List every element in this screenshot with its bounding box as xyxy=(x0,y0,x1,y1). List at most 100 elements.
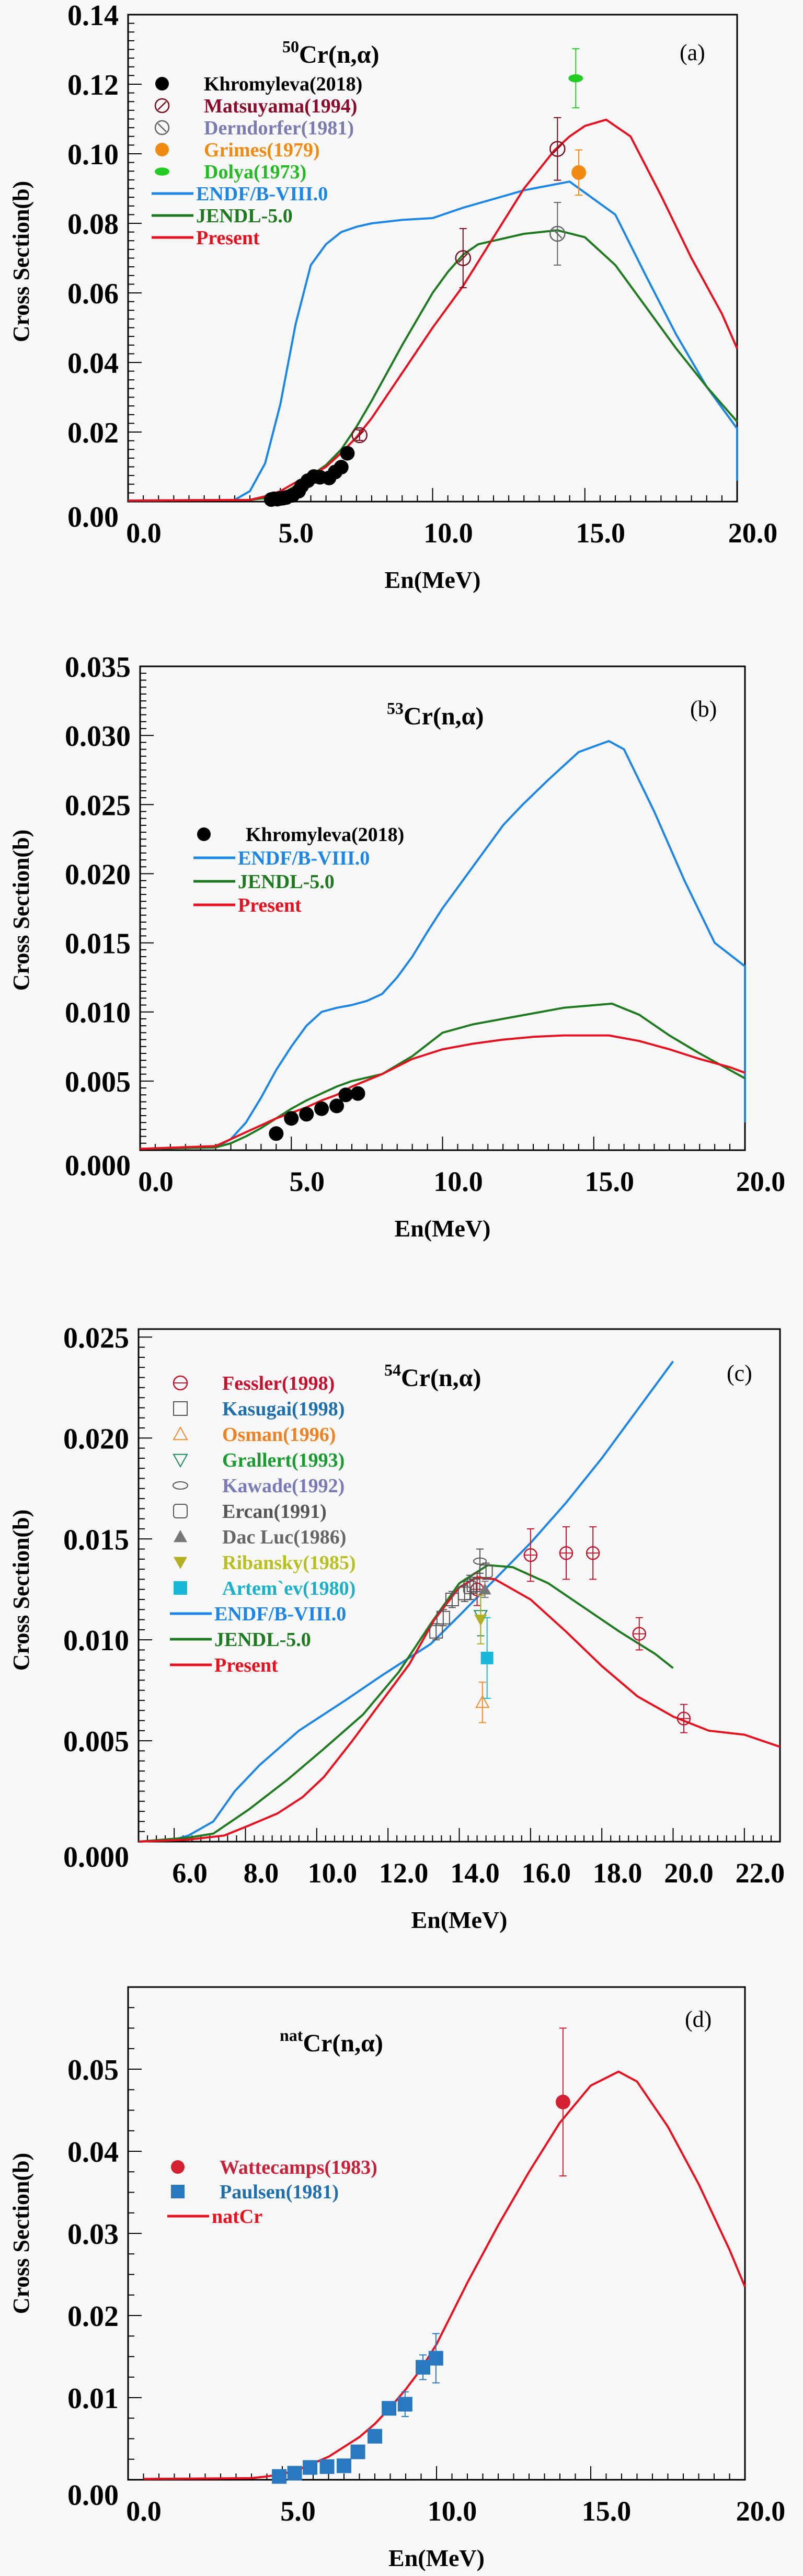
legend-label: Osman(1996) xyxy=(222,1424,336,1446)
legend-marker-swatch xyxy=(174,1557,187,1569)
legend-marker-swatch xyxy=(155,77,169,90)
reaction-title: natCr(n,α) xyxy=(280,2026,383,2057)
legend-label: Grallert(1993) xyxy=(222,1449,345,1471)
data-point-ercan-1991- xyxy=(463,1580,477,1594)
y-tick-label: 0.00 xyxy=(67,2479,119,2512)
reaction-title-superscript: 53 xyxy=(387,699,404,718)
legend-marker-swatch xyxy=(173,1426,188,1440)
legend-label: Kasugai(1998) xyxy=(222,1398,345,1420)
legend-label: Present xyxy=(214,1654,278,1676)
x-tick-label: 10.0 xyxy=(433,1166,483,1197)
x-tick-label: 12.0 xyxy=(379,1857,429,1889)
legend-marker-swatch xyxy=(173,1375,188,1391)
legend-item: ENDF/B-VIII.0 xyxy=(193,847,370,869)
y-tick-label: 0.00 xyxy=(67,501,119,534)
y-axis-title: Cross Section(b) xyxy=(8,181,34,342)
series-line-jendl-5-0 xyxy=(140,1002,745,1150)
legend: Wattecamps(1983) Paulsen(1981) natCr xyxy=(167,2157,377,2228)
error-bar xyxy=(439,1609,447,1627)
data-point-grimes-1979- xyxy=(571,165,587,180)
x-axis-title: En(MeV) xyxy=(411,1907,508,1933)
data-point-artem-ev-1980- xyxy=(480,1651,494,1664)
data-point-matsuyama-1994- xyxy=(455,250,471,266)
legend-item: JENDL-5.0 xyxy=(170,1629,311,1651)
reaction-title-superscript: nat xyxy=(280,2026,303,2045)
legend-item: Khromyleva(2018) xyxy=(155,73,362,95)
panel-label: (b) xyxy=(690,696,717,722)
x-tick-label: 10.0 xyxy=(423,517,473,549)
reaction-title-main: Cr(n,α) xyxy=(303,2029,383,2057)
data-point-paulsen-1981- xyxy=(337,2458,351,2473)
legend-label: Kawade(1992) xyxy=(222,1475,345,1497)
y-tick-label: 0.030 xyxy=(65,720,131,753)
legend-marker-swatch xyxy=(171,2185,185,2198)
legend-item: Dolya(1973) xyxy=(155,161,306,183)
y-tick-label: 0.12 xyxy=(67,69,119,101)
x-tick-label: 0.0 xyxy=(138,1166,174,1197)
x-tick-label: 20.0 xyxy=(728,517,778,549)
data-point-paulsen-1981- xyxy=(303,2460,318,2475)
data-point-fessler-1998- xyxy=(559,1546,573,1560)
x-tick-label: 5.0 xyxy=(280,2495,316,2527)
plot-area xyxy=(140,740,746,1150)
y-tick-label: 0.10 xyxy=(67,139,119,171)
legend-item: JENDL-5.0 xyxy=(152,205,293,227)
legend-item: Kasugai(1998) xyxy=(173,1398,345,1420)
data-point-dolya-1973- xyxy=(568,74,583,83)
legend-label: Paulsen(1981) xyxy=(220,2181,339,2203)
data-point-fessler-1998- xyxy=(632,1627,646,1641)
reaction-title-main: Cr(n,α) xyxy=(299,41,379,69)
error-bar xyxy=(482,1562,490,1580)
reaction-title-main: Cr(n,α) xyxy=(404,702,484,730)
x-tick-label: 15.0 xyxy=(582,2495,632,2527)
y-tick-label: 0.010 xyxy=(65,997,131,1029)
x-tick-label: 0.0 xyxy=(126,517,162,549)
legend-item: Khromyleva(2018) xyxy=(197,824,404,846)
chart-panel-c: 6.0 8.0 10.0 12.0 14.0 16.0 18.0 20.0 22.0 0.000 0… xyxy=(8,1322,785,1933)
data-point-kasugai-1998- xyxy=(436,1610,450,1625)
panel-label: (c) xyxy=(727,1360,752,1386)
reaction-title-superscript: 50 xyxy=(282,37,299,56)
y-tick-label: 0.02 xyxy=(67,417,119,449)
plot-area xyxy=(143,2027,746,2484)
series-line-present xyxy=(128,118,738,502)
x-tick-label: 6.0 xyxy=(172,1857,208,1889)
data-point-paulsen-1981- xyxy=(416,2359,431,2375)
data-point-paulsen-1981- xyxy=(368,2429,382,2444)
x-tick-label: 20.0 xyxy=(664,1857,714,1889)
data-point-khromyleva-2018- xyxy=(338,1087,353,1103)
legend-marker-swatch xyxy=(173,1504,188,1518)
legend-item: ENDF/B-VIII.0 xyxy=(152,183,328,205)
legend-label: Dac Luc(1986) xyxy=(222,1526,346,1548)
data-point-derndorfer-1981- xyxy=(549,225,566,242)
legend-label: JENDL-5.0 xyxy=(238,871,335,893)
series-line-endf-b-viii-0 xyxy=(140,740,746,1150)
y-tick-label: 0.005 xyxy=(63,1726,129,1758)
legend-item: Dac Luc(1986) xyxy=(174,1526,346,1548)
y-axis-title: Cross Section(b) xyxy=(8,830,34,991)
error-bar xyxy=(448,1591,456,1608)
reaction-title-main: Cr(n,α) xyxy=(401,1364,481,1392)
legend-item: Artem`ev(1980) xyxy=(174,1578,355,1599)
y-tick-label: 0.01 xyxy=(67,2382,119,2415)
data-point-ercan-1991- xyxy=(479,1564,493,1578)
y-tick-label: 0.04 xyxy=(67,347,119,380)
y-tick-label: 0.03 xyxy=(67,2218,119,2251)
data-point-fessler-1998- xyxy=(523,1548,538,1562)
legend-marker-swatch xyxy=(197,827,211,841)
data-point-khromyleva-2018- xyxy=(269,1126,284,1141)
data-point-matsuyama-1994- xyxy=(351,427,368,444)
data-point-paulsen-1981- xyxy=(428,2351,443,2366)
y-tick-label: 0.04 xyxy=(67,2136,119,2169)
y-tick-label: 0.025 xyxy=(65,789,131,822)
data-point-khromyleva-2018- xyxy=(329,1098,345,1114)
x-axis-title: En(MeV) xyxy=(385,566,481,593)
legend-item: Present xyxy=(170,1654,278,1676)
legend-label: Grimes(1979) xyxy=(204,139,320,161)
legend-label: JENDL-5.0 xyxy=(214,1629,311,1651)
legend-label: ENDF/B-VIII.0 xyxy=(238,847,370,869)
y-tick-label: 0.14 xyxy=(67,0,119,32)
x-tick-label: 16.0 xyxy=(522,1857,571,1889)
series-line-jendl-5-0 xyxy=(139,1564,674,1843)
legend-label: Ercan(1991) xyxy=(222,1501,327,1523)
